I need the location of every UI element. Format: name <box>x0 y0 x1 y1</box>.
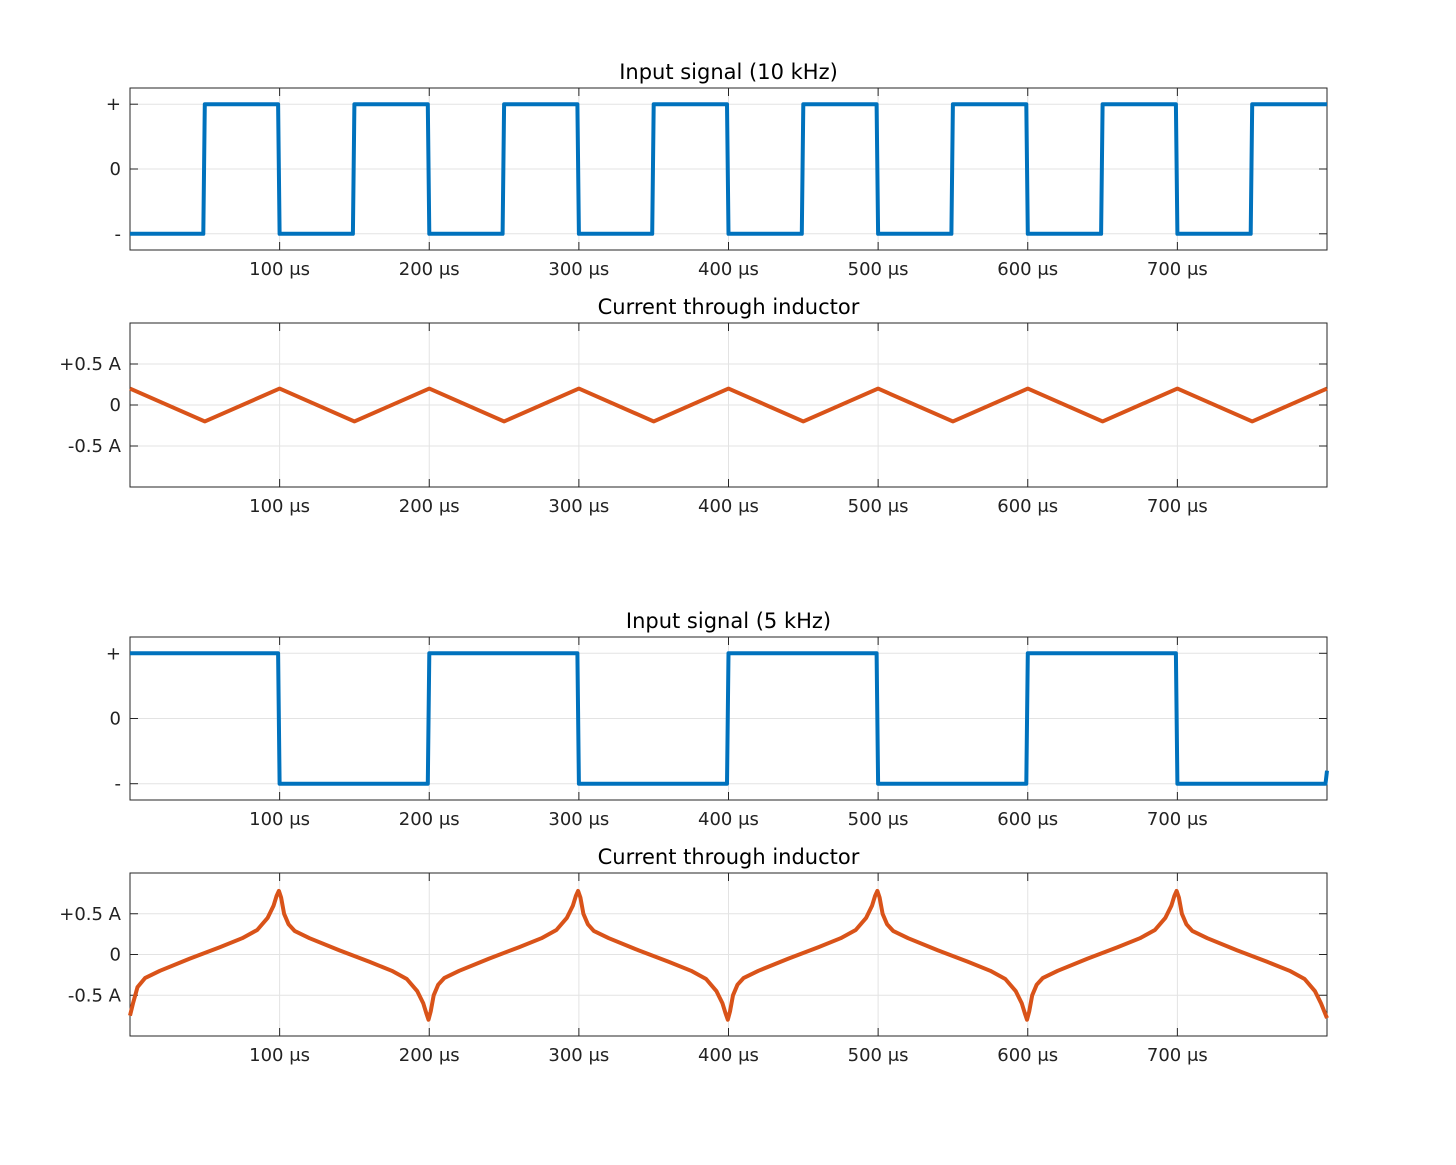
x-tick-label: 400 μs <box>698 259 759 280</box>
y-tick-label: 0 <box>110 159 121 180</box>
plot-border <box>129 636 1328 801</box>
x-tick-label: 400 μs <box>698 1045 759 1066</box>
x-tick-label: 700 μs <box>1147 496 1208 517</box>
chart-inductor-current-10khz: Current through inductor 100 μs 200 μs 300 … <box>59 295 1328 517</box>
x-tick-label: 500 μs <box>848 496 909 517</box>
y-tick-label: 0 <box>110 945 121 966</box>
y-tick-label: 0 <box>110 709 121 730</box>
x-tick-label: 500 μs <box>848 259 909 280</box>
y-tick-label: - <box>115 224 122 245</box>
series-line <box>129 386 1328 424</box>
y-tick-label: -0.5 A <box>68 985 122 1006</box>
chart-inductor-current-5khz: Current through inductor 100 μs 200 μs 300 … <box>59 845 1329 1066</box>
x-tick-label: 100 μs <box>249 259 310 280</box>
x-tick-label: 500 μs <box>848 809 909 830</box>
x-tick-label: 100 μs <box>249 496 310 517</box>
x-tick-label: 100 μs <box>249 809 310 830</box>
x-tick-label: 400 μs <box>698 496 759 517</box>
x-tick-label: 300 μs <box>548 496 609 517</box>
chart-input-signal-5khz: Input signal (5 kHz) 100 μs 200 μs 300 μs 40… <box>106 609 1329 830</box>
x-tick-label: 400 μs <box>698 809 759 830</box>
x-tick-label: 700 μs <box>1147 809 1208 830</box>
x-tick-label: 200 μs <box>399 259 460 280</box>
y-tick-label: - <box>115 774 122 795</box>
x-tick-label: 300 μs <box>548 809 609 830</box>
x-tick-label: 100 μs <box>249 1045 310 1066</box>
y-tick-label: +0.5 A <box>59 904 121 925</box>
plot-border <box>129 322 1328 488</box>
y-tick-label: +0.5 A <box>59 354 121 375</box>
x-tick-label: 600 μs <box>997 259 1058 280</box>
series-line <box>128 888 1329 1022</box>
x-tick-label: 600 μs <box>997 1045 1058 1066</box>
x-tick-label: 200 μs <box>399 809 460 830</box>
x-tick-label: 700 μs <box>1147 259 1208 280</box>
chart-title: Input signal (5 kHz) <box>626 609 831 633</box>
chart-title: Current through inductor <box>598 295 860 319</box>
y-tick-label: + <box>106 94 121 115</box>
x-tick-label: 300 μs <box>548 1045 609 1066</box>
plot-border <box>129 872 1328 1037</box>
chart-input-signal-10khz: Input signal (10 kHz) 100 μs 200 μs 300 μs 4… <box>106 60 1328 280</box>
chart-title: Current through inductor <box>598 845 860 869</box>
x-tick-label: 200 μs <box>399 1045 460 1066</box>
series-line <box>130 651 1329 786</box>
x-tick-label: 300 μs <box>548 259 609 280</box>
x-tick-label: 700 μs <box>1147 1045 1208 1066</box>
x-tick-label: 600 μs <box>997 809 1058 830</box>
y-tick-label: + <box>106 643 121 664</box>
x-tick-label: 200 μs <box>399 496 460 517</box>
plot-border <box>129 87 1328 251</box>
chart-title: Input signal (10 kHz) <box>619 60 838 84</box>
y-tick-label: 0 <box>110 395 121 416</box>
x-tick-label: 600 μs <box>997 496 1058 517</box>
series-line <box>130 102 1327 236</box>
y-tick-label: -0.5 A <box>68 436 122 457</box>
x-tick-label: 500 μs <box>848 1045 909 1066</box>
